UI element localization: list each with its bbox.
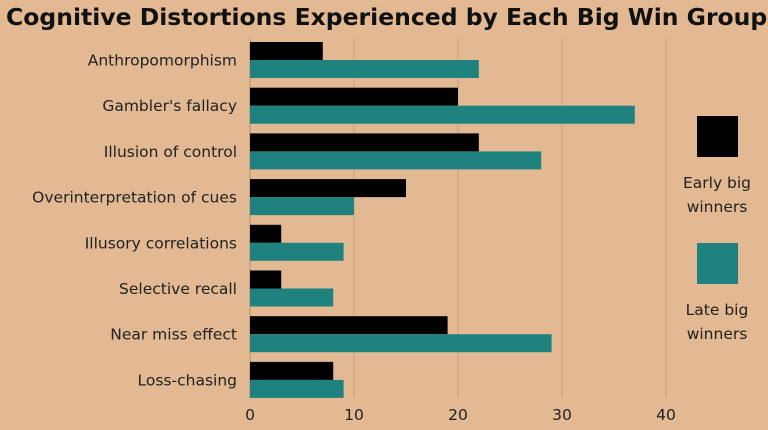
bar xyxy=(250,105,635,124)
legend-label: winners xyxy=(687,198,748,216)
bar xyxy=(250,87,458,106)
bar xyxy=(250,60,479,78)
legend-label: Late big xyxy=(686,301,749,319)
x-axis-ticks: 0 10 20 30 40 xyxy=(245,406,676,424)
category-labels: Anthropomorphism Gambler's fallacy Illusio… xyxy=(32,52,237,390)
bar xyxy=(250,224,282,243)
bar xyxy=(250,270,282,289)
bars xyxy=(250,42,635,398)
bar xyxy=(250,361,334,380)
category-label: Illusion of control xyxy=(104,143,237,161)
bar xyxy=(250,316,448,335)
legend-label: Early big xyxy=(683,174,751,192)
bar xyxy=(250,334,552,353)
category-label: Selective recall xyxy=(119,280,237,298)
x-tick-label: 30 xyxy=(552,406,572,424)
x-tick-label: 0 xyxy=(245,406,255,424)
chart-title: Cognitive Distortions Experienced by Eac… xyxy=(6,3,767,31)
bar xyxy=(250,288,334,307)
bar xyxy=(250,151,542,170)
category-label: Near miss effect xyxy=(110,326,237,344)
bar xyxy=(250,242,344,261)
x-tick-label: 20 xyxy=(448,406,468,424)
legend-label: winners xyxy=(687,325,748,343)
category-label: Loss-chasing xyxy=(138,371,237,389)
bar xyxy=(250,179,406,198)
category-label: Gambler's fallacy xyxy=(102,97,237,115)
bar xyxy=(250,379,344,398)
x-tick-label: 10 xyxy=(344,406,364,424)
legend-swatch xyxy=(697,116,738,157)
bar xyxy=(250,133,479,152)
category-label: Anthropomorphism xyxy=(88,52,237,70)
x-tick-label: 40 xyxy=(656,406,676,424)
bar xyxy=(250,42,323,60)
bar xyxy=(250,197,354,216)
legend-swatch xyxy=(697,243,738,284)
category-label: Overinterpretation of cues xyxy=(32,189,237,207)
category-label: Illusory correlations xyxy=(85,234,237,252)
legend: Early big winners Late big winners xyxy=(683,116,751,343)
